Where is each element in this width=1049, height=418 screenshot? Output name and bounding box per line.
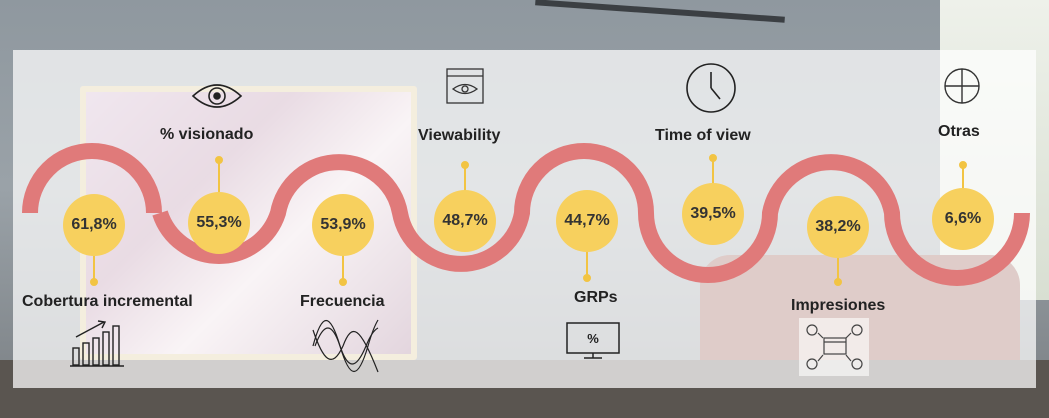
clock-icon (686, 63, 736, 113)
label-grps: GRPs (574, 289, 618, 306)
wave-path (22, 143, 1030, 286)
circle-1 (63, 194, 125, 256)
eye-icon (191, 84, 243, 108)
value-grps: 44,7% (564, 212, 610, 229)
circle-2 (188, 192, 250, 254)
circle-5 (556, 190, 618, 252)
circle-4 (434, 190, 496, 252)
label-cobertura-incremental: Cobertura incremental (22, 293, 193, 310)
browser-eye-icon (446, 68, 484, 104)
circle-7 (807, 196, 869, 258)
value-time-of-view: 39,5% (690, 205, 736, 222)
plus-circle-icon (944, 68, 980, 104)
stems (90, 154, 967, 286)
value-circles (63, 183, 994, 258)
label-viewability: Viewability (418, 127, 501, 144)
value-otras: 6,6% (944, 210, 982, 227)
wave-frequency-icon (312, 319, 379, 373)
circle-3 (312, 194, 374, 256)
label-time-of-view: Time of view (655, 127, 751, 144)
svg-text:%: % (587, 331, 599, 346)
label-visionado: % visionado (160, 126, 254, 143)
network-screen-icon (799, 318, 869, 376)
value-visionado: 55,3% (196, 214, 242, 231)
value-cobertura: 61,8% (71, 216, 117, 233)
label-impresiones: Impresiones (791, 297, 886, 314)
circle-8 (932, 188, 994, 250)
label-frecuencia: Frecuencia (300, 293, 385, 310)
value-viewability: 48,7% (442, 212, 488, 229)
value-impresiones: 38,2% (815, 218, 861, 235)
label-otras: Otras (938, 123, 980, 140)
bar-chart-growth-icon (70, 320, 124, 367)
monitor-percent-icon: % (566, 322, 620, 359)
value-frecuencia: 53,9% (320, 216, 366, 233)
circle-6 (682, 183, 744, 245)
